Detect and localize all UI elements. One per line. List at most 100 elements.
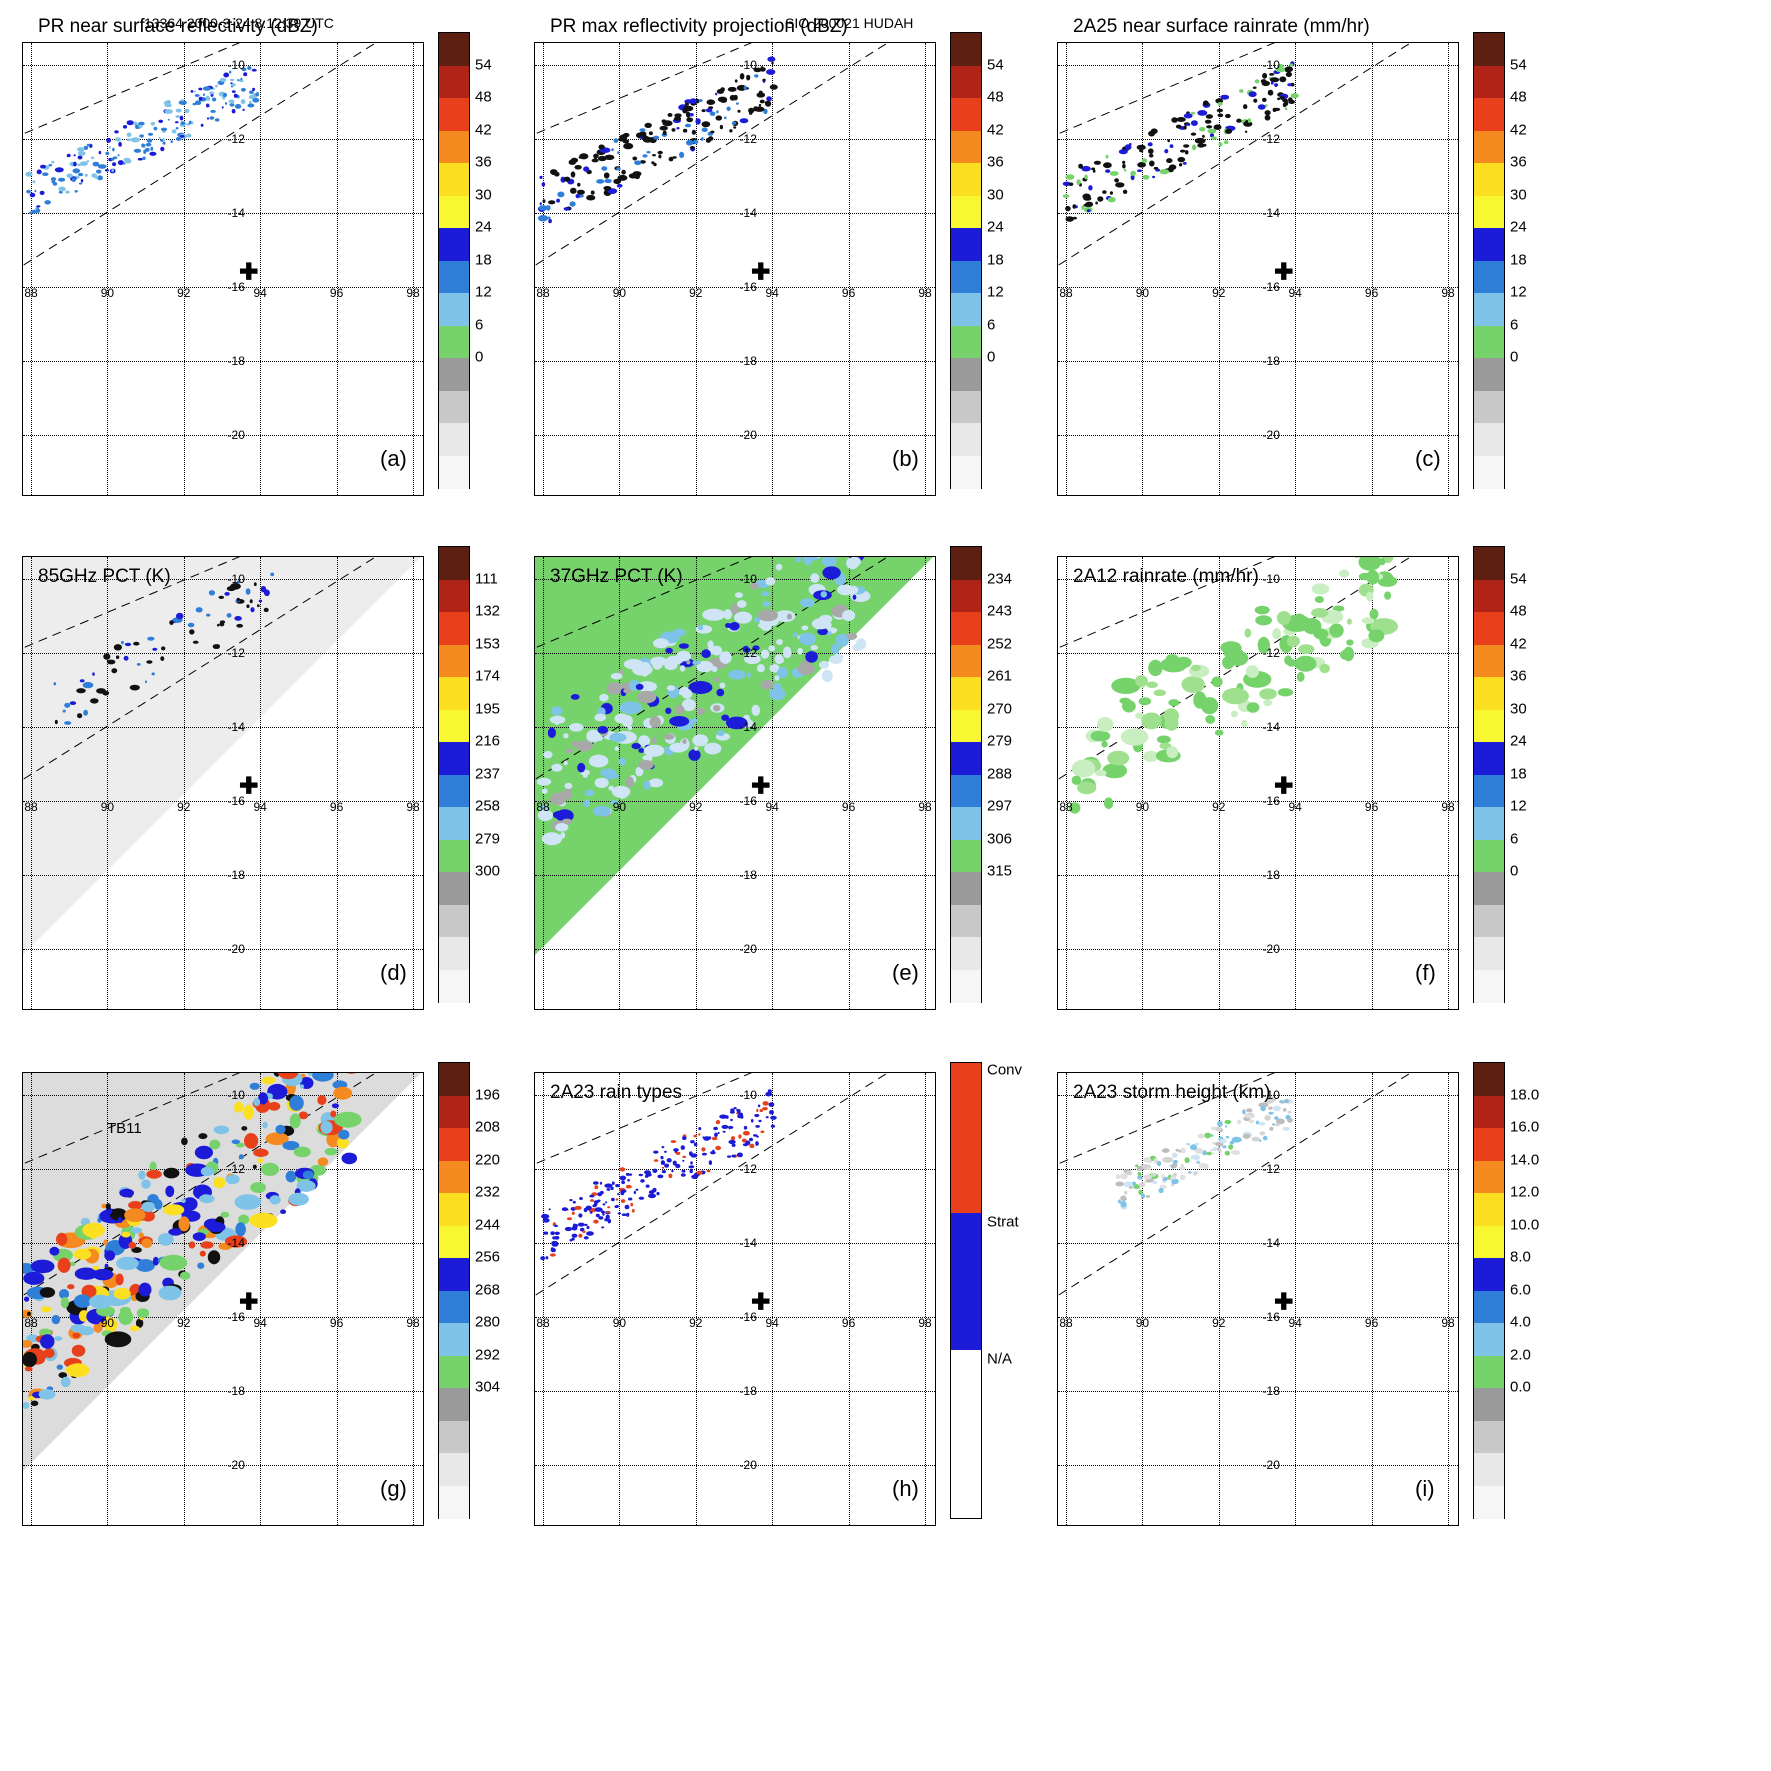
colorbar-tick-label: Conv [987,1061,1023,1079]
y-axis-tick-label: -10 [739,572,757,586]
colorbar-tick-label: 30 [987,186,1004,203]
swath-boundary [23,557,377,781]
x-axis-tick-label: 96 [329,800,344,814]
y-axis-tick-label: -18 [1262,1384,1280,1398]
x-axis-tick-label: 92 [177,800,191,814]
y-axis-tick-label: -14 [1262,720,1280,734]
colorbar-tick-label: 270 [987,700,1013,717]
colorbar-segment [439,1258,469,1292]
x-axis-tick-label: 96 [329,1316,344,1330]
colorbar-segment [439,228,469,262]
colorbar-segment [439,872,469,906]
x-axis-tick-label: 94 [253,800,267,814]
colorbar-tick-label: 24 [987,218,1004,236]
colorbar-segment [951,1499,981,1518]
y-axis-tick-label: -18 [739,1384,757,1398]
panel-title-h: 2A23 rain types [550,1082,683,1103]
gridline-horizontal [1058,653,1458,654]
x-axis-tick-label: 88 [536,1316,550,1330]
x-axis-tick-label: 98 [406,286,420,300]
gridline-horizontal [1058,65,1458,66]
gridline-vertical [183,1073,185,1525]
colorbar-segment [439,579,469,613]
colorbar-segment [439,358,469,392]
colorbar-segment [1474,1485,1504,1519]
gridline-horizontal [1058,213,1458,214]
gridline-vertical [1295,43,1297,495]
gridline-vertical [107,43,109,495]
gridline-vertical [31,1073,32,1525]
colorbar-tick-label: 14.0 [1510,1151,1540,1168]
data-overlay [25,66,260,214]
gridline-vertical [183,43,185,495]
gridline-horizontal [535,801,935,802]
gridline-vertical [413,43,414,495]
colorbar-segment [439,1193,469,1227]
gridline-vertical [1066,557,1067,1009]
gridline-vertical [183,557,185,1009]
colorbar-segment [439,260,469,294]
colorbar-segment [439,1290,469,1324]
gridline-vertical [31,557,32,1009]
gridline-vertical [1371,43,1373,495]
colorbar-tick-label: 24 [1510,218,1527,236]
colorbar-tick-label: 196 [475,1086,501,1103]
colorbar-segment [1474,130,1504,164]
gridline-vertical [1295,1073,1297,1525]
colorbar-segment [1474,390,1504,424]
y-axis-tick-label: -14 [227,720,245,734]
y-axis-tick-label: -14 [739,720,757,734]
colorbar-segment [1474,1063,1504,1097]
panel-label-a: (a) [380,446,407,471]
colorbar-segment [1474,98,1504,132]
colorbar-tick-label: 8.0 [1510,1248,1531,1266]
data-overlay [537,56,778,224]
colorbar-segment [439,1323,469,1357]
colorbar-segment [1474,1225,1504,1259]
x-axis-tick-label: 88 [1059,800,1073,814]
colorbar-tick-label: 6 [987,316,996,333]
colorbar-tick-label: 54 [475,56,492,73]
gridline-horizontal [535,435,935,436]
panel-title-d: 85GHz PCT (K) [38,566,171,587]
gridline-vertical [336,1073,338,1525]
colorbar-tick-label: 24 [1510,732,1527,750]
storm-center-marker: ✚ [1274,258,1294,285]
gridline-horizontal [535,579,935,580]
colorbar-segment [439,423,469,457]
colorbar-tick-label: 12 [475,283,492,301]
colorbar-tick-label: 153 [475,635,501,652]
colorbar-segment [439,163,469,197]
colorbar-segment [951,260,981,294]
gridline-vertical [925,1073,926,1525]
colorbar-tick-label: 12 [1510,797,1527,815]
gridline-vertical [1295,557,1297,1009]
y-axis-tick-label: -16 [1262,280,1280,294]
gridline-horizontal [1058,139,1458,140]
colorbar-tick-label: 252 [987,635,1013,652]
colorbar-segment [439,455,469,489]
colorbar-segment [1474,742,1504,776]
gridline-vertical [848,557,850,1009]
data-overlay [1069,557,1398,814]
colorbar-segment [439,612,469,646]
gridline-horizontal [23,579,423,580]
y-axis-tick-label: -10 [227,572,245,586]
gridline-horizontal [1058,1169,1458,1170]
header-left: 13364 2000-3-24 8:12:39 UTC [144,15,334,31]
y-axis-tick-label: -16 [1262,794,1280,808]
gridline-horizontal [23,1317,423,1318]
x-axis-tick-label: 92 [1212,286,1226,300]
plot-panel-b: 88 90 92 94 96 98 -10 -12 -14 -16 -18 -20 ✚ [534,42,936,496]
y-axis-tick-label: -16 [227,280,245,294]
colorbar-segment [439,1095,469,1129]
x-axis-tick-label: 88 [1059,286,1073,300]
gridline-vertical [695,1073,697,1525]
gridline-horizontal [23,1095,423,1096]
colorbar-tick-label: 111 [475,570,498,587]
colorbar-segment [1474,65,1504,99]
colorbar-tick-label: 0 [1510,348,1519,366]
gridline-horizontal [535,213,935,214]
colorbar-segment [1474,1095,1504,1129]
colorbar-tick-label: 268 [475,1281,501,1298]
